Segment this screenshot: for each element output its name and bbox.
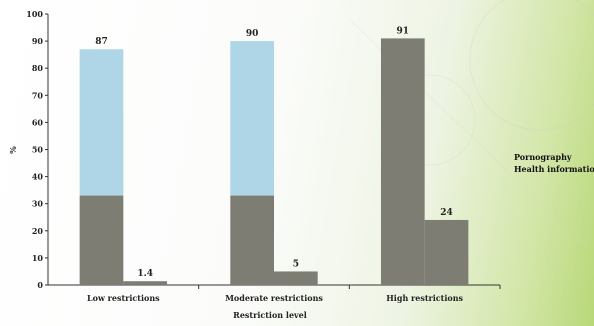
y-tick-label: 20: [32, 226, 44, 236]
bars: [79, 38, 469, 285]
y-tick-label: 0: [37, 280, 43, 290]
bar-segment-top: [230, 41, 274, 196]
data-label: 91: [397, 26, 410, 36]
bar-segment-bottom: [79, 195, 124, 285]
data-label: 5: [293, 259, 299, 269]
y-tick-label: 40: [32, 172, 44, 182]
y-tick-label: 80: [32, 63, 44, 73]
data-label: 24: [440, 208, 453, 218]
y-tick-label: 10: [32, 253, 44, 263]
data-label: 87: [95, 37, 108, 47]
x-tick-label: High restrictions: [386, 293, 463, 303]
y-axis-title: %: [8, 146, 18, 154]
legend-item-label: Pornography: [514, 152, 572, 162]
data-label: 1.4: [137, 269, 153, 279]
bar: [123, 281, 168, 285]
bar: [274, 271, 318, 285]
legend: Pornography Health information: [514, 152, 594, 174]
bar-segment-bottom: [230, 195, 274, 285]
data-labels: 87 1.4 90 5 91 24: [95, 26, 453, 279]
bar-segment-top: [79, 49, 124, 196]
bar: [424, 219, 469, 285]
x-tick-label: Moderate restrictions: [225, 293, 323, 303]
y-tick-label: 70: [32, 90, 44, 100]
y-tick-label: 90: [32, 36, 44, 46]
y-tick-label: 30: [32, 199, 44, 209]
x-tick-label: Low restrictions: [87, 293, 160, 303]
x-axis-title: Restriction level: [233, 310, 307, 320]
y-tick-label: 50: [32, 145, 44, 155]
x-axis: Low restrictions Moderate restrictions Hig…: [48, 284, 501, 303]
y-axis: 0 10 20 30 40 50 60 70 80 90 100: [26, 9, 49, 290]
y-tick-label: 100: [26, 9, 43, 19]
bar: [380, 38, 425, 285]
data-label: 90: [246, 29, 259, 39]
legend-item-label: Health information: [514, 164, 594, 174]
y-tick-label: 60: [32, 117, 44, 127]
